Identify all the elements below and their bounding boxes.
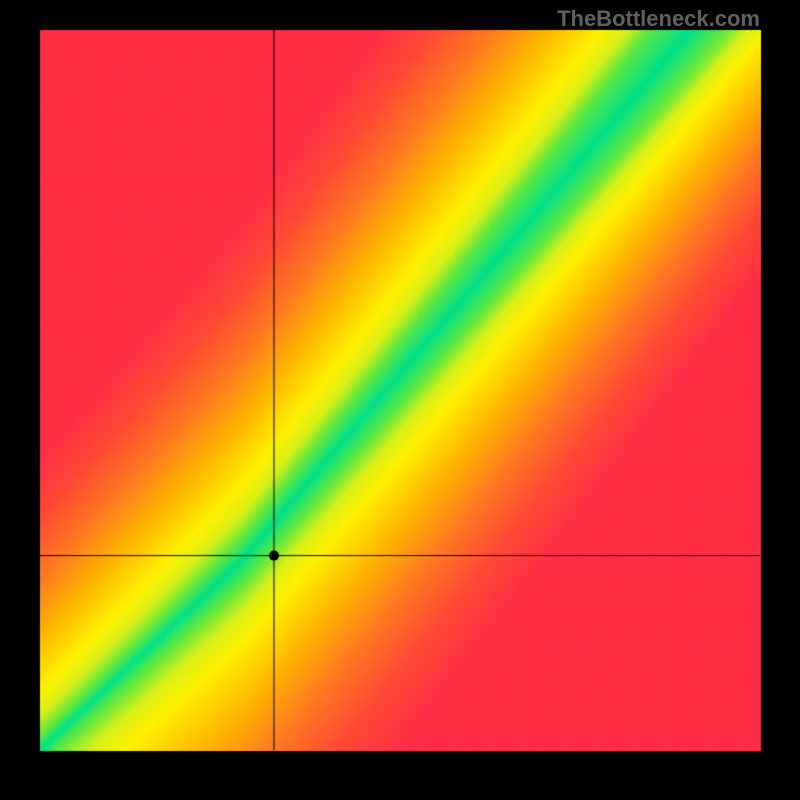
- watermark-text: TheBottleneck.com: [557, 6, 760, 32]
- bottleneck-heatmap: [0, 0, 800, 800]
